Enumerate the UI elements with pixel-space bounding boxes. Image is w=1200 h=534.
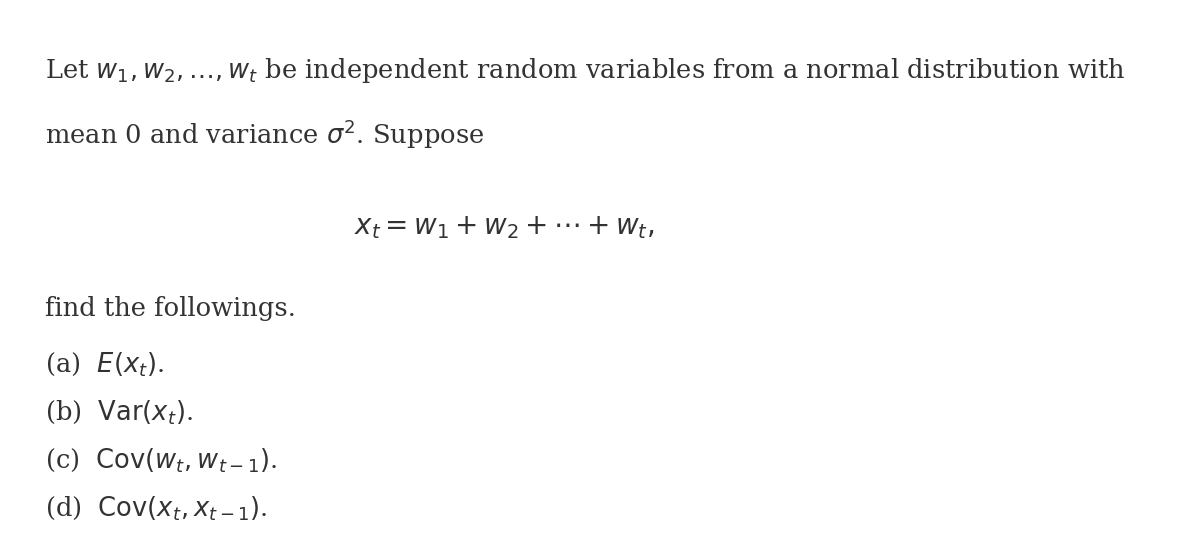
Text: (a)  $E(x_t)$.: (a) $E(x_t)$.	[46, 350, 164, 378]
Text: $x_t = w_1 + w_2 + \cdots + w_t,$: $x_t = w_1 + w_2 + \cdots + w_t,$	[354, 214, 654, 241]
Text: (b)  $\mathrm{Var}(x_t)$.: (b) $\mathrm{Var}(x_t)$.	[46, 398, 193, 426]
Text: (c)  $\mathrm{Cov}(w_t, w_{t-1})$.: (c) $\mathrm{Cov}(w_t, w_{t-1})$.	[46, 446, 277, 474]
Text: Let $w_1, w_2, \ldots, w_t$ be independent random variables from a normal distri: Let $w_1, w_2, \ldots, w_t$ be independe…	[46, 56, 1126, 85]
Text: mean 0 and variance $\sigma^2$. Suppose: mean 0 and variance $\sigma^2$. Suppose	[46, 117, 485, 151]
Text: find the followings.: find the followings.	[46, 296, 296, 321]
Text: (d)  $\mathrm{Cov}(x_t, x_{t-1})$.: (d) $\mathrm{Cov}(x_t, x_{t-1})$.	[46, 494, 268, 522]
